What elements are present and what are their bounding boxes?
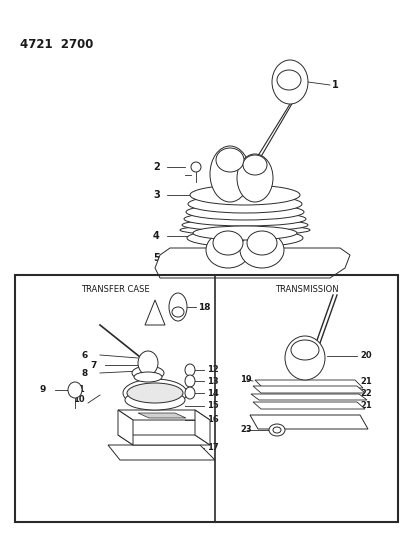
Ellipse shape xyxy=(180,225,310,235)
Text: TRANSFER CASE: TRANSFER CASE xyxy=(81,285,149,294)
Text: 17: 17 xyxy=(207,443,219,453)
Ellipse shape xyxy=(123,379,187,407)
Ellipse shape xyxy=(134,372,162,382)
Text: 9: 9 xyxy=(40,385,47,394)
Text: 11: 11 xyxy=(73,385,85,394)
Ellipse shape xyxy=(172,307,184,317)
Text: 4721  2700: 4721 2700 xyxy=(20,38,93,51)
Polygon shape xyxy=(195,410,210,445)
Text: 8: 8 xyxy=(82,368,88,377)
Ellipse shape xyxy=(193,226,297,240)
Polygon shape xyxy=(251,394,367,400)
Ellipse shape xyxy=(216,148,244,172)
Text: 13: 13 xyxy=(207,376,219,385)
Polygon shape xyxy=(253,386,365,393)
Ellipse shape xyxy=(291,340,319,360)
Ellipse shape xyxy=(138,351,158,375)
Polygon shape xyxy=(155,248,350,278)
Text: 15: 15 xyxy=(207,401,219,410)
Polygon shape xyxy=(138,413,186,418)
Polygon shape xyxy=(255,380,363,388)
Polygon shape xyxy=(253,402,365,409)
Ellipse shape xyxy=(186,204,304,220)
Ellipse shape xyxy=(185,387,195,399)
Text: 7: 7 xyxy=(90,360,96,369)
Text: 12: 12 xyxy=(207,366,219,375)
Ellipse shape xyxy=(184,212,306,226)
Ellipse shape xyxy=(277,70,301,90)
Ellipse shape xyxy=(182,219,308,231)
Ellipse shape xyxy=(132,366,164,380)
Ellipse shape xyxy=(68,382,82,398)
Text: 10: 10 xyxy=(73,395,84,405)
Ellipse shape xyxy=(188,195,302,213)
Ellipse shape xyxy=(237,154,273,202)
Ellipse shape xyxy=(213,231,243,255)
Polygon shape xyxy=(250,415,368,429)
Ellipse shape xyxy=(191,162,201,172)
Text: 3: 3 xyxy=(153,190,160,200)
Text: 19: 19 xyxy=(240,376,252,384)
Text: 18: 18 xyxy=(198,303,211,311)
Ellipse shape xyxy=(285,336,325,380)
Ellipse shape xyxy=(273,427,281,433)
Ellipse shape xyxy=(206,232,250,268)
Ellipse shape xyxy=(185,375,195,387)
Text: 16: 16 xyxy=(207,416,219,424)
Ellipse shape xyxy=(272,60,308,104)
Polygon shape xyxy=(108,445,215,460)
Ellipse shape xyxy=(125,390,185,410)
Ellipse shape xyxy=(169,293,187,321)
Text: 14: 14 xyxy=(207,389,219,398)
Ellipse shape xyxy=(190,185,300,205)
Ellipse shape xyxy=(240,232,284,268)
Polygon shape xyxy=(118,435,210,445)
Polygon shape xyxy=(118,410,210,420)
Ellipse shape xyxy=(243,155,267,175)
Text: 21: 21 xyxy=(360,377,372,386)
Text: 23: 23 xyxy=(240,425,252,434)
Bar xyxy=(15,275,398,522)
Text: 6: 6 xyxy=(82,351,88,359)
Text: TRANSMISSION: TRANSMISSION xyxy=(275,285,338,294)
Ellipse shape xyxy=(269,424,285,436)
Text: 2: 2 xyxy=(153,162,160,172)
Ellipse shape xyxy=(185,364,195,376)
Ellipse shape xyxy=(187,229,303,247)
Text: 21: 21 xyxy=(360,401,372,410)
Ellipse shape xyxy=(247,231,277,255)
Text: 1: 1 xyxy=(332,80,339,90)
Text: 22: 22 xyxy=(360,390,372,399)
Text: 4: 4 xyxy=(153,231,160,241)
Text: 5: 5 xyxy=(153,253,160,263)
Polygon shape xyxy=(118,410,133,445)
Text: 20: 20 xyxy=(360,351,372,360)
Ellipse shape xyxy=(127,383,183,403)
Ellipse shape xyxy=(210,146,250,202)
